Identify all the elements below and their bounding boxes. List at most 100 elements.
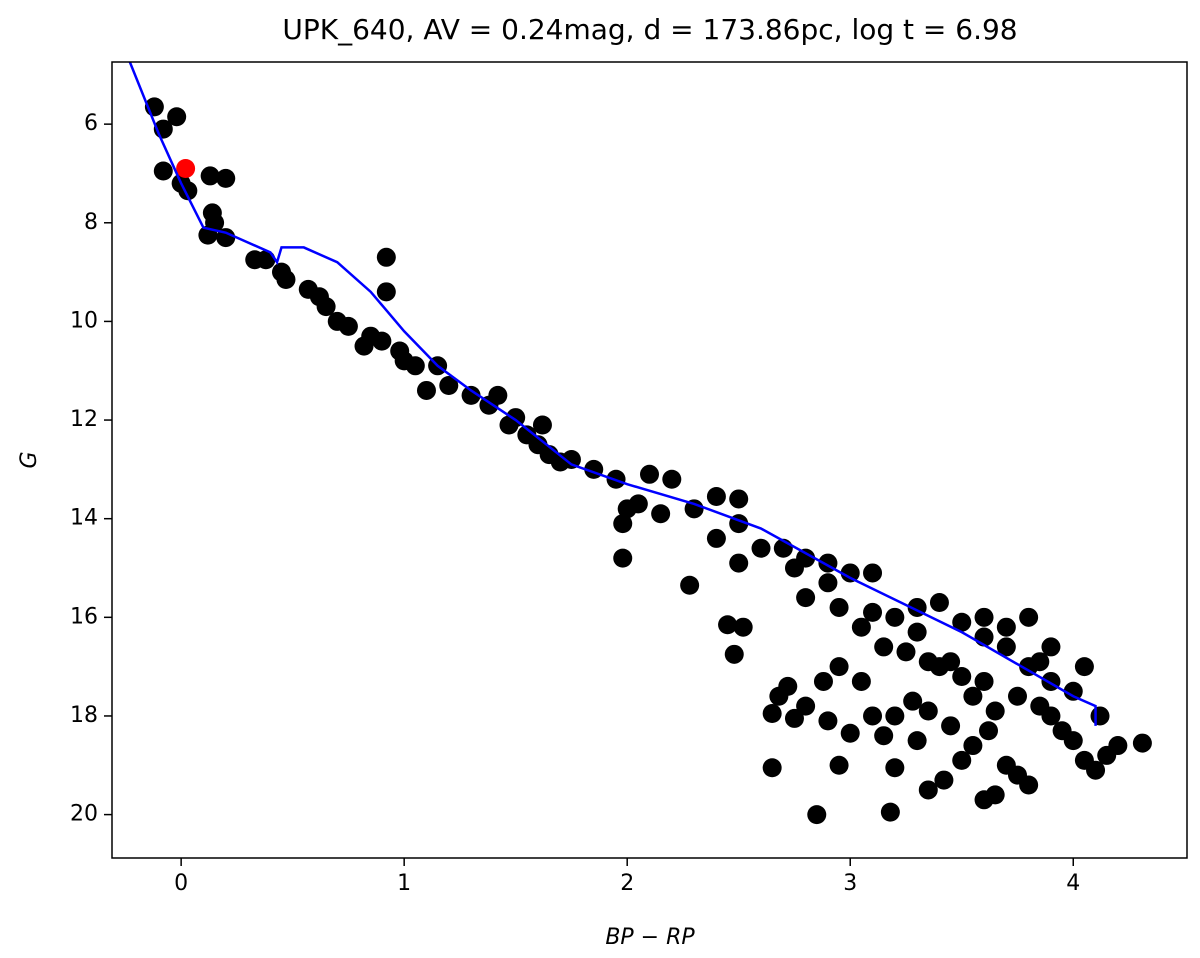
- data-point: [316, 297, 336, 317]
- data-point: [934, 770, 954, 790]
- x-tick-label: 3: [843, 871, 857, 896]
- data-point: [903, 691, 923, 711]
- y-tick-label: 14: [70, 506, 98, 531]
- data-point: [718, 615, 738, 635]
- data-point: [733, 617, 753, 637]
- data-point: [896, 642, 916, 662]
- x-tick-label: 0: [174, 871, 188, 896]
- data-point: [974, 607, 994, 627]
- data-point: [405, 356, 425, 376]
- data-point: [532, 415, 552, 435]
- x-tick-label: 1: [397, 871, 411, 896]
- data-point: [985, 701, 1005, 721]
- data-point: [907, 622, 927, 642]
- x-axis-label: BP − RP: [605, 925, 695, 950]
- data-point: [1019, 607, 1039, 627]
- data-point: [1007, 686, 1027, 706]
- data-point: [996, 617, 1016, 637]
- data-point: [784, 708, 804, 728]
- y-tick-label: 16: [70, 604, 98, 629]
- data-point: [813, 671, 833, 691]
- data-point: [561, 450, 581, 470]
- data-point: [796, 588, 816, 608]
- data-point: [880, 802, 900, 822]
- data-point: [680, 575, 700, 595]
- data-point: [613, 548, 633, 568]
- data-point: [461, 385, 481, 405]
- data-point: [628, 494, 648, 514]
- data-point: [829, 755, 849, 775]
- data-point: [863, 706, 883, 726]
- data-point: [851, 617, 871, 637]
- data-point: [907, 731, 927, 751]
- data-point: [354, 336, 374, 356]
- data-point: [276, 269, 296, 289]
- data-point: [807, 805, 827, 825]
- data-point: [996, 637, 1016, 657]
- data-point: [439, 376, 459, 396]
- data-point: [338, 316, 358, 336]
- data-point: [706, 486, 726, 506]
- data-point: [762, 758, 782, 778]
- data-point: [863, 563, 883, 583]
- data-point: [684, 499, 704, 519]
- data-point: [1041, 637, 1061, 657]
- y-tick-label: 18: [70, 703, 98, 728]
- data-point: [488, 385, 508, 405]
- data-point: [840, 563, 860, 583]
- data-point: [376, 282, 396, 302]
- data-point: [729, 553, 749, 573]
- data-point: [974, 671, 994, 691]
- data-point: [200, 166, 220, 186]
- data-point: [796, 696, 816, 716]
- y-tick-label: 12: [70, 407, 98, 432]
- data-point: [376, 247, 396, 267]
- data-point: [762, 703, 782, 723]
- data-point: [1108, 736, 1128, 756]
- data-point: [929, 593, 949, 613]
- data-point: [1132, 733, 1152, 753]
- data-point: [829, 597, 849, 617]
- data-point: [256, 250, 276, 270]
- x-tick-label: 2: [620, 871, 634, 896]
- data-point: [985, 785, 1005, 805]
- data-point: [706, 528, 726, 548]
- data-point: [863, 602, 883, 622]
- data-point: [952, 750, 972, 770]
- data-point: [1063, 731, 1083, 751]
- data-point: [963, 736, 983, 756]
- data-point: [613, 514, 633, 534]
- data-point: [1086, 760, 1106, 780]
- data-point: [796, 548, 816, 568]
- chart-title: UPK_640, AV = 0.24mag, d = 173.86pc, log…: [282, 13, 1017, 46]
- data-point: [1074, 657, 1094, 677]
- x-tick-label: 4: [1066, 871, 1080, 896]
- y-tick-label: 10: [70, 308, 98, 333]
- data-point: [216, 168, 236, 188]
- data-point: [778, 676, 798, 696]
- data-point: [941, 652, 961, 672]
- data-point: [751, 538, 771, 558]
- y-tick-label: 8: [84, 210, 98, 235]
- data-point: [840, 723, 860, 743]
- data-point: [952, 612, 972, 632]
- data-point: [874, 637, 894, 657]
- data-point: [829, 657, 849, 677]
- data-point: [963, 686, 983, 706]
- data-point: [885, 607, 905, 627]
- data-point: [153, 161, 173, 181]
- y-tick-label: 6: [84, 111, 98, 136]
- data-point: [176, 159, 196, 179]
- plot-frame: [111, 61, 1188, 859]
- data-point: [885, 706, 905, 726]
- data-point: [640, 464, 659, 484]
- isochrone-line: [128, 62, 1097, 726]
- data-point: [167, 107, 187, 127]
- data-point: [952, 667, 972, 687]
- data-point: [729, 489, 749, 509]
- data-point: [1063, 681, 1083, 701]
- data-point: [918, 652, 938, 672]
- data-point: [979, 721, 999, 741]
- data-point: [874, 726, 894, 746]
